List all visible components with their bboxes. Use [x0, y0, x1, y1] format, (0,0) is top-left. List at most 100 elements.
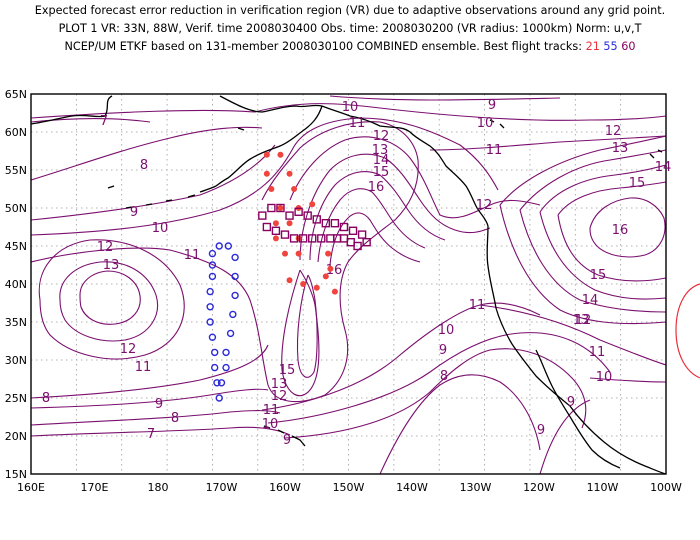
- flight-track-60: [258, 203, 371, 251]
- track-21-point: [322, 273, 329, 280]
- longitude-label: 160E: [17, 481, 45, 494]
- track-60-point: [326, 234, 335, 243]
- contour-label: 10: [477, 116, 494, 131]
- title-line-3: NCEP/UM ETKF based on 131-member 2008030…: [0, 38, 700, 56]
- track-21-point: [277, 151, 284, 158]
- track-60-point: [298, 234, 308, 243]
- contour-label: 14: [582, 293, 599, 308]
- contour-9-west: [31, 144, 276, 221]
- contour-label: 12: [271, 389, 288, 404]
- track-21-point: [263, 170, 270, 177]
- flight-track-21: [263, 151, 338, 295]
- contour-15-ring: [317, 188, 426, 263]
- contour-label: 10: [262, 417, 279, 432]
- contour-12-west-loop: [59, 261, 158, 342]
- track-60-point: [357, 230, 367, 239]
- title-line-1: Expected forecast error reduction in ver…: [34, 4, 666, 17]
- contour-label: 11: [349, 116, 366, 131]
- track-60-point: [321, 218, 331, 228]
- contour-11-south: [261, 302, 541, 411]
- contour-label: 8: [171, 411, 179, 426]
- coast-kamchatka: [31, 95, 113, 125]
- track-21-point: [263, 151, 270, 158]
- latitude-label: 45N: [5, 240, 27, 253]
- longitude-label: 130W: [460, 481, 492, 494]
- longitude-labels: 160E 170E 180 170W 160W 150W 140W 130W 120W 110W 1…: [17, 481, 682, 494]
- contour-15-east-lower: [557, 214, 666, 282]
- verification-region-circle: [675, 283, 700, 379]
- coast-alaska-gulf: [321, 105, 489, 227]
- contour-label: 8: [440, 369, 448, 384]
- track-55-point: [224, 242, 233, 250]
- track-21-point: [313, 284, 320, 291]
- longitude-label: 150W: [333, 481, 365, 494]
- longitude-label: 100W: [650, 481, 682, 494]
- contour-label: 15: [279, 363, 296, 378]
- contour-8-south: [379, 374, 541, 474]
- contour-11-outer: [31, 121, 419, 403]
- track-55-point: [206, 303, 214, 311]
- track-60-point: [262, 222, 272, 232]
- contour-label: 13: [612, 141, 629, 156]
- contour-label: 11: [486, 143, 503, 158]
- contour-9-north: [329, 95, 561, 101]
- track-55-point: [213, 379, 221, 387]
- track-60-point: [271, 226, 281, 236]
- track-21-point: [272, 220, 279, 227]
- contour-label: 12: [373, 129, 390, 144]
- longitude-label: 120W: [523, 481, 555, 494]
- coastlines: [31, 95, 666, 474]
- contour-13-west-loop: [79, 270, 141, 325]
- contour-label: 9: [439, 343, 447, 358]
- track-60-point: [276, 203, 285, 213]
- latitude-label: 50N: [5, 202, 27, 215]
- map-title: Expected forecast error reduction in ver…: [0, 2, 700, 56]
- track-55-point: [208, 272, 217, 281]
- track-55-point: [210, 363, 219, 372]
- longitude-label: 110W: [587, 481, 619, 494]
- lat-lon-grid: [31, 94, 666, 474]
- contour-label: 10: [342, 100, 359, 115]
- title-line-2: PLOT 1 VR: 33N, 88W, Verif. time 2008030…: [58, 22, 642, 35]
- track-60-point: [317, 234, 326, 243]
- track-55-point: [231, 291, 239, 300]
- track-60-point: [308, 234, 317, 243]
- contour-label: 16: [612, 223, 629, 238]
- contour-13-east-lower: [519, 209, 666, 313]
- track-60-point: [339, 234, 349, 243]
- contour-13-ring: [299, 153, 491, 261]
- contour-label: 7: [147, 427, 155, 442]
- contour-label: 12: [120, 342, 137, 357]
- track-21-point: [327, 265, 334, 272]
- longitude-label: 180: [148, 481, 169, 494]
- track-21-point: [277, 205, 284, 211]
- coast-hawaii: [263, 425, 306, 447]
- coast-aleutians: [107, 185, 217, 209]
- contour-label: 13: [372, 143, 389, 158]
- latitude-label: 15N: [5, 468, 27, 481]
- track-21-point: [295, 250, 302, 257]
- track-60-point: [267, 203, 276, 213]
- track-21-point: [286, 220, 293, 227]
- contour-15-east-ring: [557, 181, 666, 216]
- contour-11-north-east: [429, 135, 666, 151]
- track-60-point: [348, 226, 358, 236]
- title-line-3-prefix: NCEP/UM ETKF based on 131-member 2008030…: [64, 40, 586, 53]
- track-55-point: [206, 318, 214, 326]
- contour-9-southwest: [31, 388, 269, 409]
- contour-11-east: [479, 304, 666, 366]
- longitude-label: 170W: [206, 481, 238, 494]
- track-55-point: [231, 253, 239, 262]
- contour-label: 15: [629, 176, 646, 191]
- contour-label: 12: [476, 198, 493, 213]
- contour-label: 9: [283, 433, 291, 448]
- contour-label: 14: [655, 160, 672, 175]
- contour-label: 8: [42, 391, 50, 406]
- contour-label: 11: [184, 248, 201, 263]
- track-60-point: [294, 207, 303, 217]
- latitude-label: 60N: [5, 126, 27, 139]
- contour-label: 7: [100, 114, 108, 129]
- contour-label: 9: [155, 397, 163, 412]
